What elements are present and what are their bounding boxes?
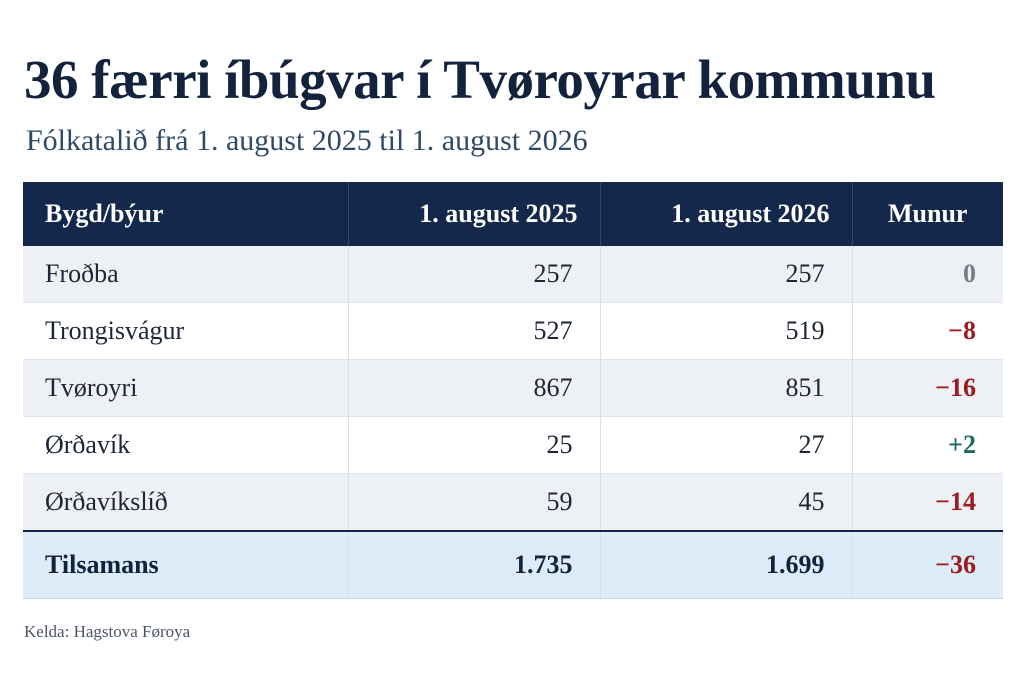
- settlement-name: Tvøroyri: [23, 359, 349, 417]
- table-row: Ørðavíkslíð 59 45 −14: [23, 473, 1003, 532]
- page-subtitle: Fólkatalið frá 1. august 2025 til 1. aug…: [26, 124, 588, 157]
- population-2026: 519: [600, 302, 853, 360]
- header-2025: 1. august 2025: [348, 182, 601, 246]
- settlement-name: Trongisvágur: [23, 302, 349, 360]
- population-difference: 0: [852, 246, 1003, 303]
- page-title: 36 færri íbúgvar í Tvøroyrar kommunu: [24, 49, 936, 110]
- population-2025: 867: [348, 359, 601, 417]
- settlement-name: Ørðavíkslíð: [23, 473, 349, 532]
- total-2025: 1.735: [348, 530, 601, 599]
- population-2026: 45: [600, 473, 853, 532]
- settlement-name: Ørðavík: [23, 416, 349, 474]
- table-row: Ørðavík 25 27 +2: [23, 416, 1003, 474]
- table-total-row: Tilsamans 1.735 1.699 −36: [23, 530, 1003, 599]
- population-2025: 59: [348, 473, 601, 532]
- population-2025: 527: [348, 302, 601, 360]
- total-label: Tilsamans: [23, 530, 349, 599]
- table-row: Tvøroyri 867 851 −16: [23, 359, 1003, 417]
- table-header-row: Bygd/býur 1. august 2025 1. august 2026 …: [23, 182, 1003, 246]
- population-table: Bygd/býur 1. august 2025 1. august 2026 …: [23, 182, 1003, 599]
- table-row: Trongisvágur 527 519 −8: [23, 302, 1003, 360]
- settlement-name: Froðba: [23, 246, 349, 303]
- total-2026: 1.699: [600, 530, 853, 599]
- population-2025: 25: [348, 416, 601, 474]
- population-2025: 257: [348, 246, 601, 303]
- header-difference: Munur: [852, 182, 1003, 246]
- source-note: Kelda: Hagstova Føroya: [24, 622, 191, 641]
- total-difference: −36: [852, 530, 1003, 599]
- header-2026: 1. august 2026: [600, 182, 853, 246]
- population-difference: −14: [852, 473, 1003, 532]
- header-settlement: Bygd/býur: [23, 182, 349, 246]
- population-difference: −16: [852, 359, 1003, 417]
- population-2026: 851: [600, 359, 853, 417]
- population-2026: 257: [600, 246, 853, 303]
- population-difference: −8: [852, 302, 1003, 360]
- population-difference: +2: [852, 416, 1003, 474]
- table-row: Froðba 257 257 0: [23, 246, 1003, 303]
- population-2026: 27: [600, 416, 853, 474]
